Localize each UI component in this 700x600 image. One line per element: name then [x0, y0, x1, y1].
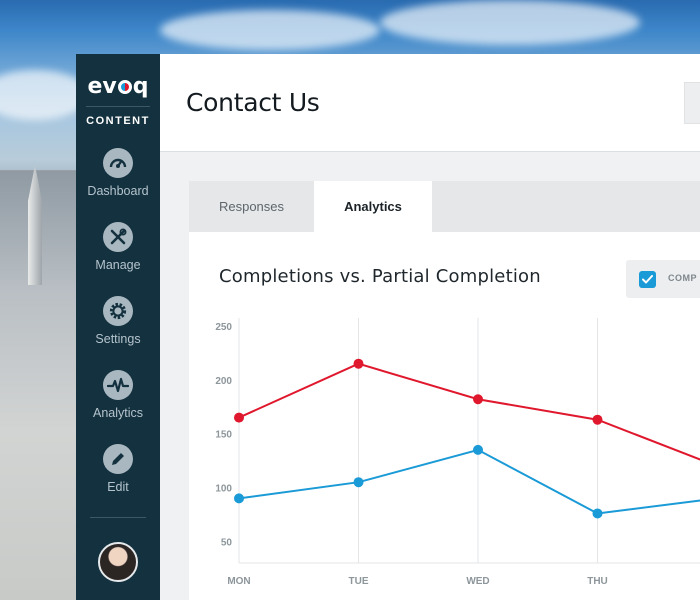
x-tick-label: TUE	[349, 576, 369, 587]
logo[interactable]: ev q	[76, 74, 160, 99]
logo-mark-icon	[117, 80, 132, 94]
logo-text: ev	[87, 74, 117, 99]
data-point	[234, 493, 244, 504]
sidebar-item-label: Manage	[95, 258, 141, 272]
data-point	[353, 477, 364, 488]
x-tick-label: THU	[587, 576, 608, 587]
line-chart: 50100150200250MONTUEWEDTHUFRI	[215, 318, 700, 587]
sidebar-item-label: Settings	[95, 332, 141, 346]
data-point	[473, 444, 483, 455]
main-panel: Contact Us Responses Analytics Completio…	[160, 54, 700, 600]
divider	[86, 106, 150, 107]
y-tick-label: 200	[215, 376, 232, 387]
y-tick-label: 50	[221, 537, 233, 548]
cloud	[380, 0, 640, 45]
tab-responses[interactable]: Responses	[218, 199, 285, 214]
avatar[interactable]	[98, 542, 138, 582]
tab-bar: Responses Analytics	[189, 181, 700, 232]
sidebar-item-label: Analytics	[92, 406, 144, 420]
data-point	[592, 414, 603, 425]
gear-icon	[103, 296, 133, 326]
pencil-icon	[103, 444, 133, 474]
legend-toggle[interactable]: COMP	[626, 260, 700, 298]
tower	[28, 165, 42, 285]
analytics-card: Responses Analytics Completions vs. Part…	[189, 181, 700, 600]
logo-subtitle: CONTENT	[86, 115, 150, 127]
chart-title: Completions vs. Partial Completion	[219, 266, 541, 287]
sidebar-item-label: Dashboard	[87, 184, 149, 198]
sidebar: ev q CONTENT Dashboard Manage Settings An…	[76, 54, 160, 600]
logo-text: q	[132, 74, 149, 99]
legend-label: COMP	[668, 273, 697, 283]
data-point	[592, 508, 603, 519]
page-header: Contact Us	[160, 54, 700, 152]
series-line	[238, 448, 700, 515]
data-point	[353, 358, 364, 369]
x-tick-label: WED	[466, 576, 489, 587]
checkbox-checked-icon[interactable]	[639, 271, 656, 288]
divider	[90, 517, 146, 518]
gauge-icon	[103, 148, 133, 178]
tab-analytics[interactable]: Analytics	[314, 181, 432, 232]
pulse-icon	[103, 370, 133, 400]
sidebar-item-analytics[interactable]: Analytics	[76, 370, 160, 420]
cloud	[0, 70, 90, 120]
sidebar-item-label: Edit	[107, 480, 129, 494]
sidebar-item-dashboard[interactable]: Dashboard	[76, 148, 160, 198]
cloud	[160, 10, 380, 50]
series-line	[238, 362, 700, 461]
sidebar-item-edit[interactable]: Edit	[76, 444, 160, 494]
page-title: Contact Us	[186, 88, 320, 117]
sidebar-item-manage[interactable]: Manage	[76, 222, 160, 272]
data-point	[234, 412, 244, 423]
y-tick-label: 100	[215, 484, 232, 495]
y-tick-label: 250	[215, 322, 232, 333]
sidebar-item-settings[interactable]: Settings	[76, 296, 160, 346]
data-point	[473, 394, 483, 405]
y-tick-label: 150	[215, 430, 232, 441]
x-tick-label: MON	[227, 576, 250, 587]
tools-icon	[103, 222, 133, 252]
header-action-button[interactable]	[684, 82, 700, 124]
